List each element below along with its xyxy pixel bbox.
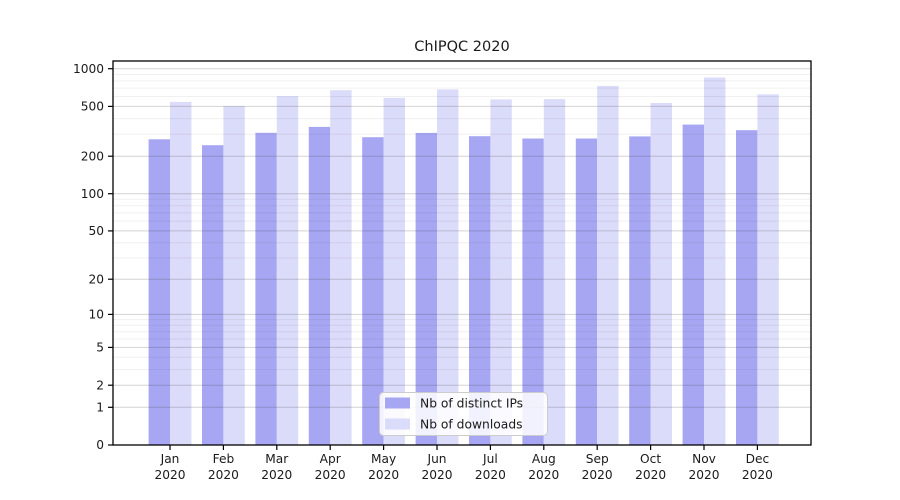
x-tick-label-month: May [371,452,396,466]
bar-downloads-mar [276,96,299,445]
x-tick-label-month: Mar [265,452,289,466]
bar-ips-dec [736,130,758,445]
bar-ips-jul [469,136,491,445]
y-tick-label: 1 [96,401,104,415]
legend-swatch-distinct-ips [385,397,410,409]
legend-label-downloads: Nb of downloads [420,418,523,432]
legend-box [379,392,548,436]
bar-ips-oct [629,136,651,445]
bar-downloads-may [383,97,405,446]
bar-ips-feb [202,145,224,445]
x-tick-label-year: 2020 [582,468,613,482]
bar-ips-may [362,137,384,445]
bar-downloads-feb [223,106,245,445]
bar-ips-nov [682,124,704,445]
grid-layer [113,68,811,408]
x-tick-label-year: 2020 [261,468,292,482]
x-tick-label-month: Jan [160,452,180,466]
x-tick-label-year: 2020 [368,468,399,482]
bar-ips-sep [575,138,598,445]
y-tick-label: 1000 [73,62,104,76]
y-tick-label: 2 [96,378,104,392]
y-tick-label: 5 [96,341,104,355]
x-tick-label-month: Jul [482,452,498,466]
axes-layer [108,60,812,450]
x-tick-label-month: Nov [692,452,716,466]
x-tick-label-year: 2020 [475,468,506,482]
x-tick-label-year: 2020 [688,468,719,482]
x-tick-label-month: Apr [320,452,342,466]
x-tick-label-month: Feb [213,452,235,466]
y-tick-label: 200 [81,149,104,163]
x-tick-label-year: 2020 [315,468,346,482]
x-tick-label-year: 2020 [528,468,559,482]
x-tick-label-month: Oct [640,452,661,466]
x-tick-label-year: 2020 [742,468,773,482]
bar-downloads-aug [543,99,566,445]
x-tick-label-month: Dec [746,452,770,466]
bar-downloads-oct [650,103,672,445]
bar-ips-mar [255,132,277,446]
x-tick-label-month: Jun [426,452,446,466]
y-tick-label: 500 [81,100,104,114]
y-tick-label: 50 [88,224,104,238]
y-tick-label: 0 [96,438,104,452]
bar-downloads-jun [437,89,459,446]
legend: Nb of distinct IPs Nb of downloads [379,392,548,436]
bar-downloads-dec [757,94,779,446]
x-tick-label-year: 2020 [208,468,239,482]
x-tick-label-month: Aug [532,452,556,466]
bar-downloads-jan [170,101,192,446]
bar-ips-apr [308,126,331,446]
bar-downloads-jul [490,99,512,446]
x-tick-label-month: Sep [586,452,609,466]
bar-ips-jun [415,132,437,445]
bar-downloads-apr [330,90,352,445]
tick-labels-layer: 0 1 2 5 10 20 50 100 200 500 1000 Jan 2020 Feb 2020 Mar… [73,62,773,482]
bar-downloads-nov [704,77,726,445]
legend-swatch-downloads [385,418,410,430]
bar-ips-jan [148,139,170,446]
bar-downloads-sep [597,85,619,446]
x-tick-label-year: 2020 [635,468,666,482]
chart-title: ChIPQC 2020 [414,39,509,55]
y-tick-label: 10 [88,308,104,322]
x-tick-label-year: 2020 [154,468,185,482]
x-tick-label-year: 2020 [421,468,452,482]
legend-label-distinct-ips: Nb of distinct IPs [420,397,523,411]
plot-frame [112,60,812,446]
bar-ips-aug [522,138,544,445]
y-tick-label: 100 [81,187,104,201]
y-tick-label: 20 [88,272,104,286]
bars-layer [148,77,779,446]
